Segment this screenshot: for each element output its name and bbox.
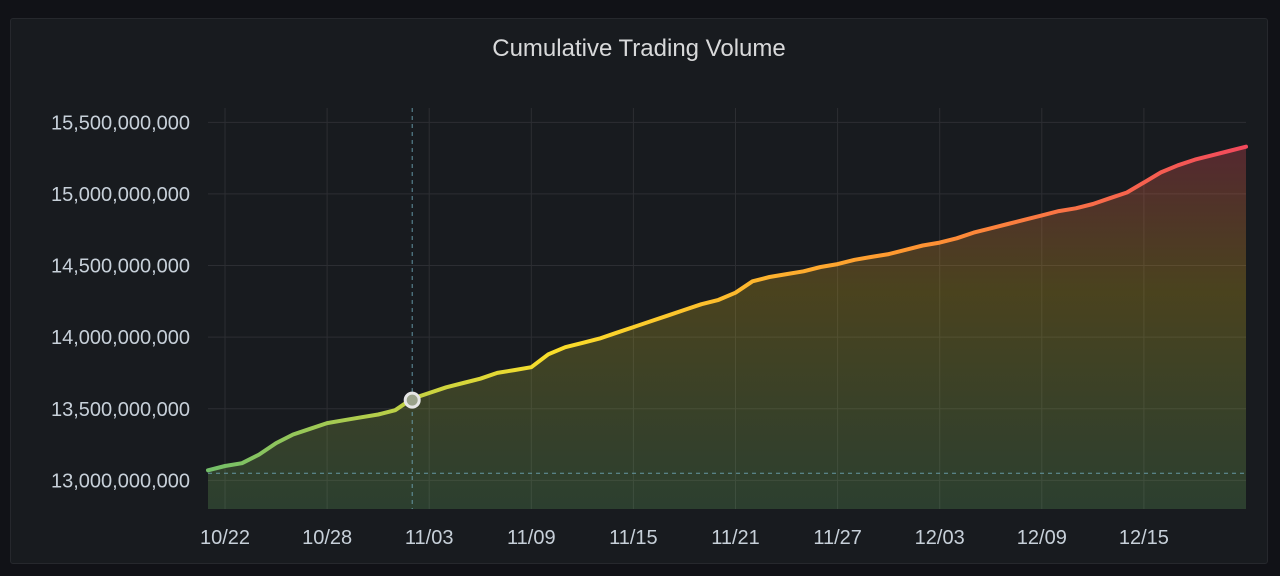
x-tick-label: 12/15: [1119, 527, 1169, 549]
y-tick-label: 13,500,000,000: [51, 399, 190, 421]
y-tick-label: 13,000,000,000: [51, 470, 190, 492]
x-tick-label: 11/09: [507, 527, 556, 549]
overlay: [208, 108, 1246, 509]
y-axis: 13,000,000,000 13,500,000,000 14,000,000,0…: [51, 112, 190, 492]
panel-title: Cumulative Trading Volume: [492, 35, 786, 62]
y-tick-label: 14,500,000,000: [51, 256, 190, 278]
x-tick-label: 11/03: [405, 527, 454, 549]
x-tick-label: 11/21: [711, 527, 760, 549]
y-tick-label: 14,000,000,000: [51, 327, 190, 349]
x-tick-label: 10/22: [200, 527, 250, 549]
area-layer: [206, 144, 1248, 509]
x-tick-label: 11/27: [813, 527, 862, 549]
series-line[interactable]: [206, 144, 1248, 473]
x-tick-label: 10/28: [302, 527, 352, 549]
y-tick-label: 15,000,000,000: [51, 184, 190, 206]
crosshair-point[interactable]: [403, 391, 421, 409]
series-area: [208, 146, 1246, 509]
x-axis: 10/22 10/28 11/03 11/09 11/15 11/21 11/27 12/03…: [200, 527, 1169, 549]
y-tick-label: 15,500,000,000: [51, 112, 190, 134]
x-tick-label: 11/15: [609, 527, 658, 549]
x-tick-label: 12/09: [1017, 527, 1067, 549]
x-tick-label: 12/03: [915, 527, 965, 549]
